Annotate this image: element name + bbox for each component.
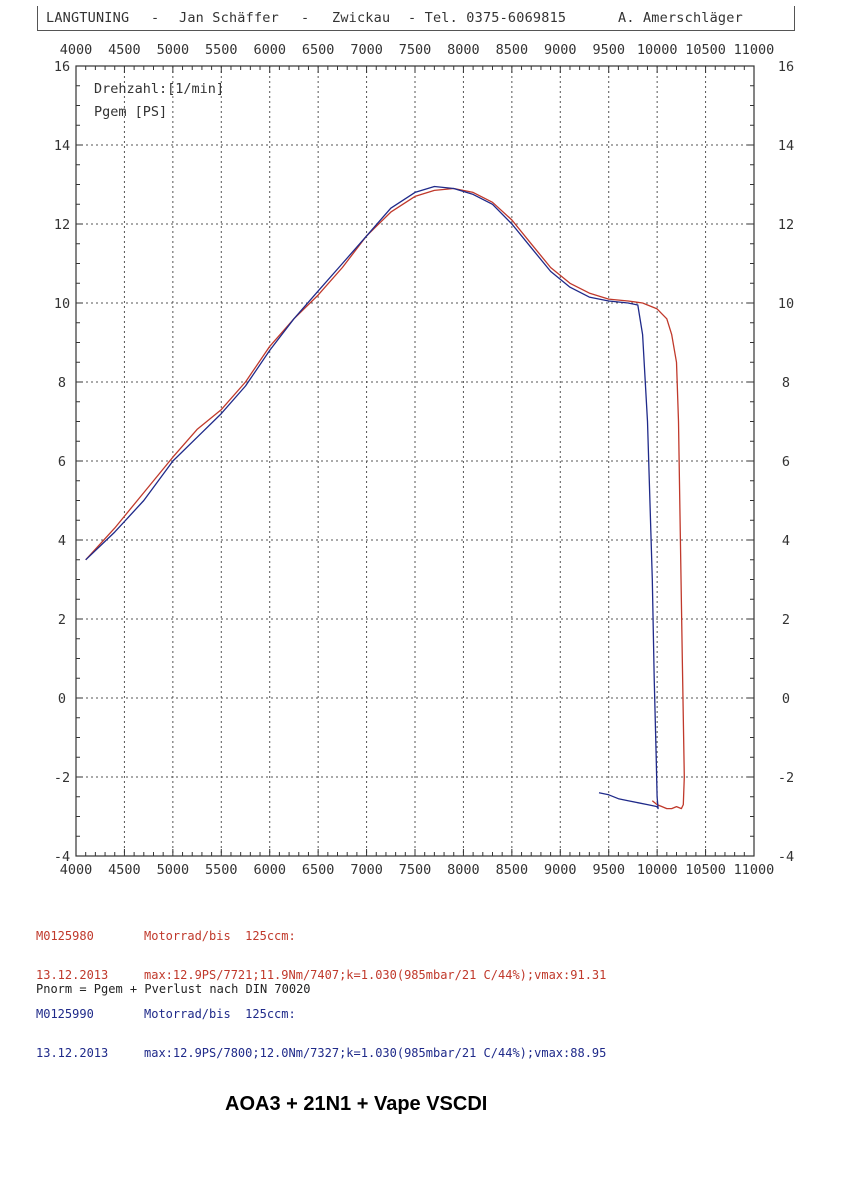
y-tick-label-right: 0 bbox=[782, 691, 790, 707]
x-tick-label-top: 5500 bbox=[205, 42, 238, 58]
run-1-date: 13.12.2013 bbox=[36, 968, 109, 982]
run-2-line-1: M0125990 Motorrad/bis 125ccm: bbox=[36, 1008, 296, 1021]
run-2-line-2: 13.12.2013 max:12.9PS/7800;12.0Nm/7327;k… bbox=[36, 1047, 606, 1060]
x-tick-label-top: 6000 bbox=[253, 42, 286, 58]
x-tick-label-bottom: 10500 bbox=[685, 862, 726, 878]
x-tick-label-bottom: 4000 bbox=[60, 862, 93, 878]
run-1-id: M0125980 bbox=[36, 929, 94, 943]
chart-grid bbox=[76, 66, 754, 856]
x-tick-label-top: 9500 bbox=[592, 42, 625, 58]
header-operator: A. Amerschläger bbox=[618, 10, 743, 26]
y-tick-label-left: -4 bbox=[54, 849, 70, 865]
caption: AOA3 + 21N1 + Vape VSCDI bbox=[225, 1093, 488, 1115]
x-tick-label-bottom: 8500 bbox=[496, 862, 529, 878]
x-tick-label-bottom: 8000 bbox=[447, 862, 480, 878]
x-tick-label-top: 7000 bbox=[350, 42, 383, 58]
y-tick-label-right: 8 bbox=[782, 375, 790, 391]
x-tick-label-bottom: 9000 bbox=[544, 862, 577, 878]
y-tick-label-left: 10 bbox=[54, 296, 70, 312]
x-tick-label-top: 8500 bbox=[496, 42, 529, 58]
x-tick-label-bottom: 6000 bbox=[253, 862, 286, 878]
x-tick-label-bottom: 9500 bbox=[592, 862, 625, 878]
y-tick-label-left: 0 bbox=[58, 691, 66, 707]
y-tick-label-left: 4 bbox=[58, 533, 66, 549]
run-2-vehicle: Motorrad/bis 125ccm: bbox=[144, 1007, 296, 1021]
x-tick-label-top: 10500 bbox=[685, 42, 726, 58]
run-1-line-1: M0125980 Motorrad/bis 125ccm: bbox=[36, 930, 296, 943]
y-tick-label-right: 10 bbox=[778, 296, 794, 312]
x-tick-label-bottom: 7000 bbox=[350, 862, 383, 878]
legend-entry: Pgem [PS] bbox=[94, 104, 167, 120]
x-tick-label-top: 11000 bbox=[734, 42, 775, 58]
y-tick-label-left: 16 bbox=[54, 59, 70, 75]
x-tick-label-bottom: 10000 bbox=[637, 862, 678, 878]
x-tick-label-bottom: 4500 bbox=[108, 862, 141, 878]
run-2-date: 13.12.2013 bbox=[36, 1046, 109, 1060]
run-1-vehicle: Motorrad/bis 125ccm: bbox=[144, 929, 296, 943]
y-tick-label-left: 12 bbox=[54, 217, 70, 233]
header-separator: - bbox=[151, 10, 160, 26]
norm-note: Pnorm = Pgem + Pverlust nach DIN 70020 bbox=[36, 982, 311, 996]
y-tick-label-left: -2 bbox=[54, 770, 70, 786]
header-city: Zwickau bbox=[332, 10, 391, 26]
y-tick-label-right: -2 bbox=[778, 770, 794, 786]
legend-entry: Drehzahl:[1/min] bbox=[94, 81, 224, 97]
x-tick-label-bottom: 7500 bbox=[399, 862, 432, 878]
run-1-stats: max:12.9PS/7721;11.9Nm/7407;k=1.030(985m… bbox=[144, 968, 607, 982]
y-tick-label-right: 2 bbox=[782, 612, 790, 628]
chart-legend: Drehzahl:[1/min] Pgem [PS] bbox=[94, 81, 224, 120]
x-tick-label-top: 7500 bbox=[399, 42, 432, 58]
y-tick-label-right: 14 bbox=[778, 138, 794, 154]
x-tick-label-top: 4500 bbox=[108, 42, 141, 58]
x-tick-label-top: 4000 bbox=[60, 42, 93, 58]
y-tick-label-right: 12 bbox=[778, 217, 794, 233]
chart-series bbox=[85, 185, 685, 810]
x-tick-label-bottom: 11000 bbox=[734, 862, 775, 878]
x-tick-label-top: 6500 bbox=[302, 42, 335, 58]
header-box: LANGTUNING - Jan Schäffer - Zwickau - Te… bbox=[37, 6, 795, 31]
power-curve-1 bbox=[85, 187, 685, 810]
y-tick-label-left: 6 bbox=[58, 454, 66, 470]
y-tick-label-right: -4 bbox=[778, 849, 794, 865]
run-1-line-2: 13.12.2013 max:12.9PS/7721;11.9Nm/7407;k… bbox=[36, 969, 606, 982]
chart-tick-labels: 4000 4000 4500 4500 5000 5000 5500 5500 6000 6000… bbox=[54, 42, 794, 878]
x-tick-label-top: 10000 bbox=[637, 42, 678, 58]
power-curve-2 bbox=[85, 185, 659, 810]
x-tick-label-top: 9000 bbox=[544, 42, 577, 58]
y-tick-label-left: 14 bbox=[54, 138, 70, 154]
header-separator: - bbox=[301, 10, 310, 26]
y-tick-label-right: 4 bbox=[782, 533, 790, 549]
header-owner: Jan Schäffer bbox=[179, 10, 279, 26]
x-tick-label-top: 8000 bbox=[447, 42, 480, 58]
run-2-id: M0125990 bbox=[36, 1007, 94, 1021]
run-info: M0125980 Motorrad/bis 125ccm: 13.12.2013… bbox=[36, 904, 606, 1073]
y-tick-label-left: 8 bbox=[58, 375, 66, 391]
y-tick-label-right: 6 bbox=[782, 454, 790, 470]
x-tick-label-top: 5000 bbox=[157, 42, 190, 58]
header-phone: - Tel. 0375-6069815 bbox=[408, 10, 567, 26]
dyno-chart: 4000 4000 4500 4500 5000 5000 5500 5500 6000 6000… bbox=[54, 42, 794, 878]
x-tick-label-bottom: 5000 bbox=[157, 862, 190, 878]
y-tick-label-right: 16 bbox=[778, 59, 794, 75]
x-tick-label-bottom: 6500 bbox=[302, 862, 335, 878]
plot-frame bbox=[75, 65, 755, 857]
y-tick-label-left: 2 bbox=[58, 612, 66, 628]
header-title: LANGTUNING bbox=[46, 10, 130, 26]
run-2-stats: max:12.9PS/7800;12.0Nm/7327;k=1.030(985m… bbox=[144, 1046, 607, 1060]
x-tick-label-bottom: 5500 bbox=[205, 862, 238, 878]
